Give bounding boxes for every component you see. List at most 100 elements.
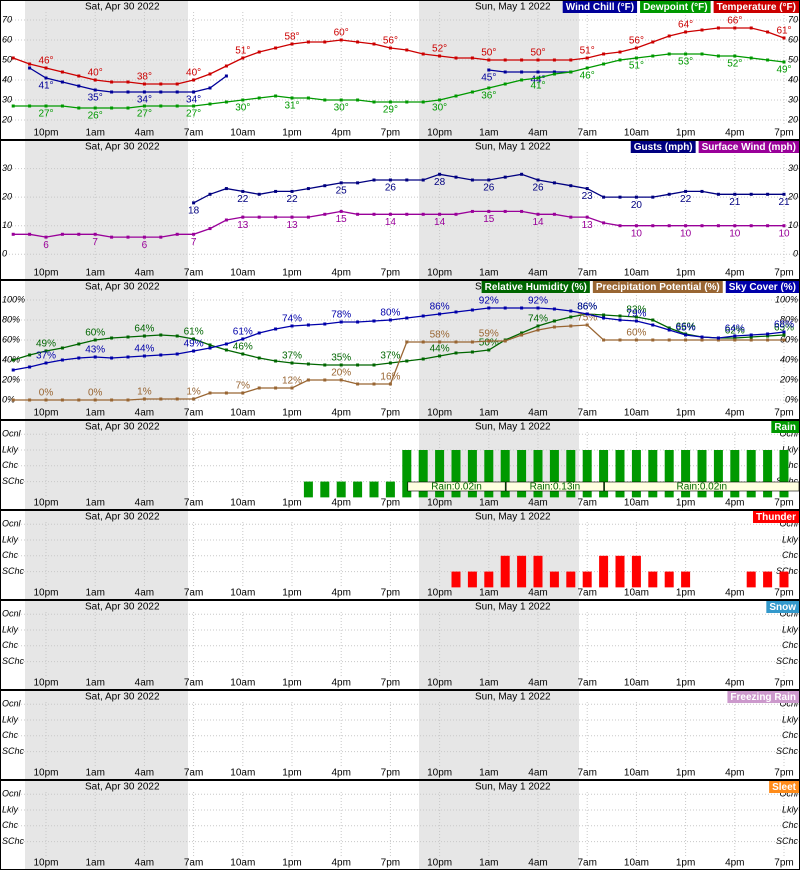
x-tick-label: 1pm: [282, 678, 301, 689]
legend-box: [769, 781, 799, 793]
bar: [467, 571, 477, 588]
y-tick-label: 100%: [2, 294, 25, 304]
data-point: [142, 354, 146, 358]
bar: [681, 450, 691, 498]
bar: [779, 571, 789, 588]
data-label: 46%: [233, 342, 253, 353]
data-point: [487, 348, 491, 352]
data-point: [372, 363, 376, 367]
x-tick-label: 7pm: [774, 768, 793, 779]
data-point: [602, 195, 606, 199]
data-point: [536, 328, 540, 332]
data-point: [585, 312, 589, 316]
data-label: 13: [582, 220, 594, 231]
x-tick-label: 4am: [528, 128, 547, 139]
data-label: 51°: [629, 61, 644, 72]
data-point: [323, 363, 327, 367]
data-label: 68%: [774, 320, 794, 331]
data-point: [585, 56, 589, 60]
legend-box: [727, 691, 799, 703]
x-tick-label: 10pm: [33, 858, 58, 869]
data-label: 64°: [678, 20, 693, 31]
y-tick-label: 60%: [2, 334, 20, 344]
date-label: Sat, Apr 30 2022: [85, 782, 160, 793]
bar: [566, 571, 576, 588]
data-point: [142, 90, 146, 94]
night-shading: [25, 780, 188, 870]
legend-box: [713, 1, 799, 13]
data-label: 58%: [430, 330, 450, 341]
data-point: [733, 26, 737, 30]
data-point: [93, 355, 97, 359]
bar: [533, 555, 543, 588]
legend-label: Relative Humidity (%): [485, 282, 587, 293]
x-tick-label: 10pm: [33, 128, 58, 139]
x-tick-label: 10pm: [33, 768, 58, 779]
data-point: [520, 78, 524, 82]
x-tick-label: 4pm: [725, 858, 744, 869]
y-tick-label: 20%: [1, 374, 20, 384]
y-tick-label: SChc: [776, 836, 799, 846]
bar: [467, 450, 477, 498]
x-tick-label: 7pm: [381, 408, 400, 419]
data-point: [44, 235, 48, 239]
y-tick-label: SChc: [776, 566, 799, 576]
data-point: [224, 64, 228, 68]
y-tick-label: Ocnl: [779, 609, 799, 619]
x-tick-label: 7pm: [381, 128, 400, 139]
data-label: 0%: [39, 388, 54, 399]
y-tick-label: Chc: [782, 730, 799, 740]
data-point: [552, 319, 556, 323]
legend-label: Rain: [774, 422, 796, 433]
data-point: [700, 224, 704, 228]
x-tick-label: 7am: [577, 498, 596, 509]
x-tick-label: 10am: [624, 768, 649, 779]
x-tick-label: 4am: [135, 128, 154, 139]
y-tick-label: SChc: [2, 836, 25, 846]
x-tick-label: 4pm: [725, 678, 744, 689]
night-shading: [419, 140, 579, 280]
bar: [451, 571, 461, 588]
x-tick-label: 7am: [577, 408, 596, 419]
data-point: [602, 221, 606, 225]
x-tick-label: 4pm: [725, 498, 744, 509]
data-point: [569, 315, 573, 319]
data-point: [454, 94, 458, 98]
x-tick-label: 4pm: [725, 128, 744, 139]
data-point: [405, 178, 409, 182]
bar: [353, 481, 363, 498]
data-point: [438, 98, 442, 102]
data-point: [569, 58, 573, 62]
legend-box: [562, 1, 638, 13]
data-point: [634, 338, 638, 342]
data-point: [388, 46, 392, 50]
data-point: [208, 343, 212, 347]
data-point: [241, 352, 245, 356]
data-point: [520, 306, 524, 310]
y-tick-label: 30: [2, 163, 12, 173]
date-label: Sun, May 1 2022: [475, 422, 551, 433]
data-point: [388, 382, 392, 386]
data-point: [536, 70, 540, 74]
data-point: [585, 215, 589, 219]
y-tick-label: Lkly: [782, 714, 799, 724]
data-point: [28, 353, 32, 357]
data-label: 46°: [38, 56, 53, 67]
data-point: [602, 313, 606, 317]
x-tick-label: 10am: [230, 268, 255, 279]
y-tick-label: Lkly: [2, 804, 19, 814]
data-point: [28, 398, 32, 402]
series-line: [13, 307, 785, 371]
y-tick-label: 20%: [779, 374, 798, 384]
y-tick-label: Chc: [782, 820, 799, 830]
data-label: 52°: [727, 59, 742, 70]
data-point: [667, 328, 671, 332]
data-label: 22: [237, 194, 249, 205]
y-tick-label: 0%: [785, 394, 798, 404]
data-label: 92%: [528, 296, 548, 307]
data-point: [159, 235, 163, 239]
data-point: [110, 80, 114, 84]
bar: [631, 555, 641, 588]
x-tick-label: 1am: [85, 768, 104, 779]
y-tick-label: 70: [2, 14, 12, 24]
